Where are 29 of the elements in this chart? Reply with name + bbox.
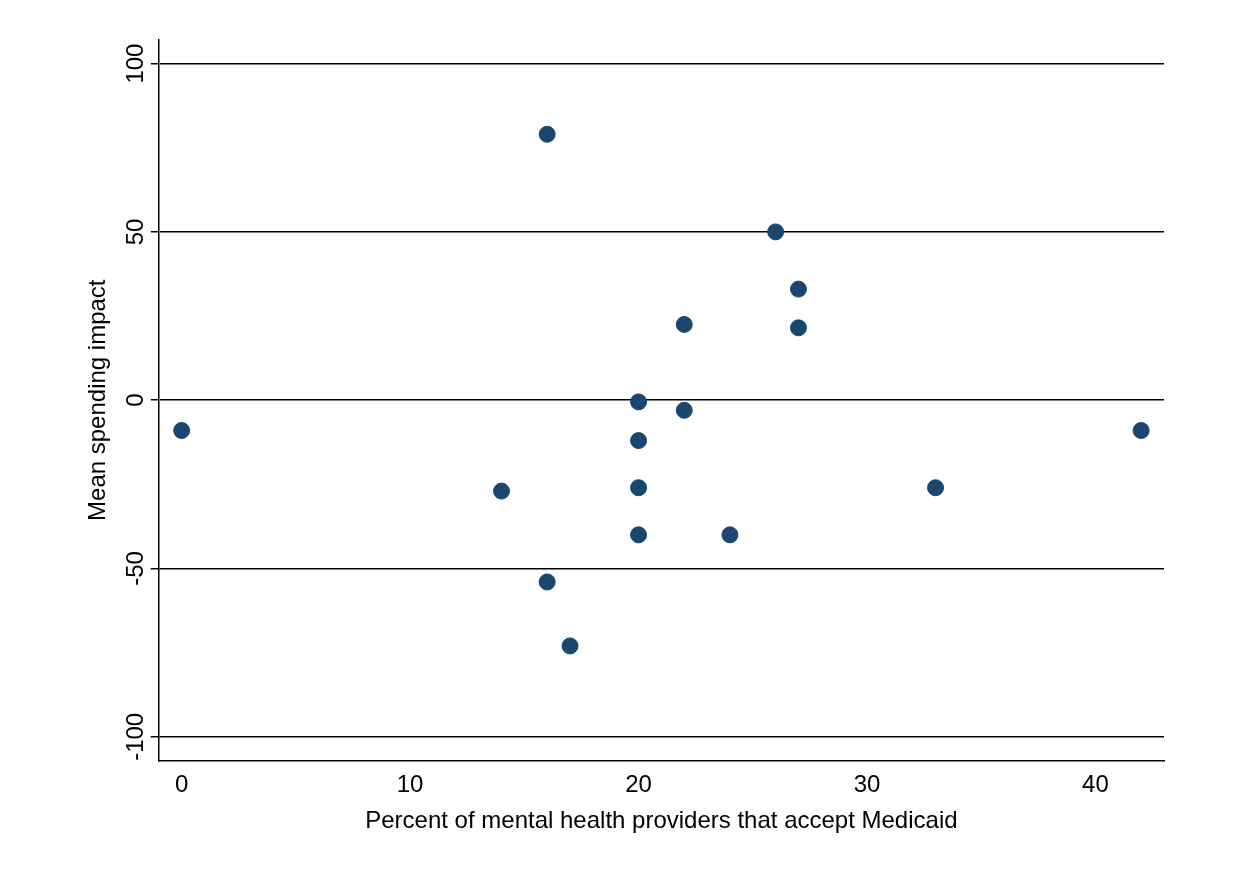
point xyxy=(1132,422,1150,439)
point xyxy=(789,319,807,337)
x-tick-label: 30 xyxy=(853,770,881,798)
point xyxy=(767,223,785,241)
y-tick-label: 0 xyxy=(121,393,149,407)
point xyxy=(492,482,510,500)
point xyxy=(675,315,693,333)
y-axis-title: Mean spending impact xyxy=(83,279,111,521)
x-axis-title: Percent of mental health providers that accept Medicaid xyxy=(365,806,958,834)
x-tick-label: 20 xyxy=(625,770,652,798)
point xyxy=(630,432,648,450)
point xyxy=(675,401,693,419)
point xyxy=(561,637,579,655)
y-tick-label: -100 xyxy=(121,712,149,761)
point xyxy=(630,393,648,411)
x-tick-label: 10 xyxy=(396,770,424,798)
point xyxy=(173,422,191,439)
y-tick-label: -50 xyxy=(121,551,149,586)
x-tick-label: 0 xyxy=(174,770,189,798)
point xyxy=(721,526,739,544)
point xyxy=(789,280,807,298)
x-tick-label: 40 xyxy=(1082,770,1109,798)
point xyxy=(630,526,648,544)
point xyxy=(538,125,556,143)
y-tick-label: 100 xyxy=(121,43,149,84)
y-tick-label: 50 xyxy=(121,218,149,246)
point xyxy=(630,479,648,497)
point xyxy=(538,573,556,591)
point xyxy=(927,479,945,497)
